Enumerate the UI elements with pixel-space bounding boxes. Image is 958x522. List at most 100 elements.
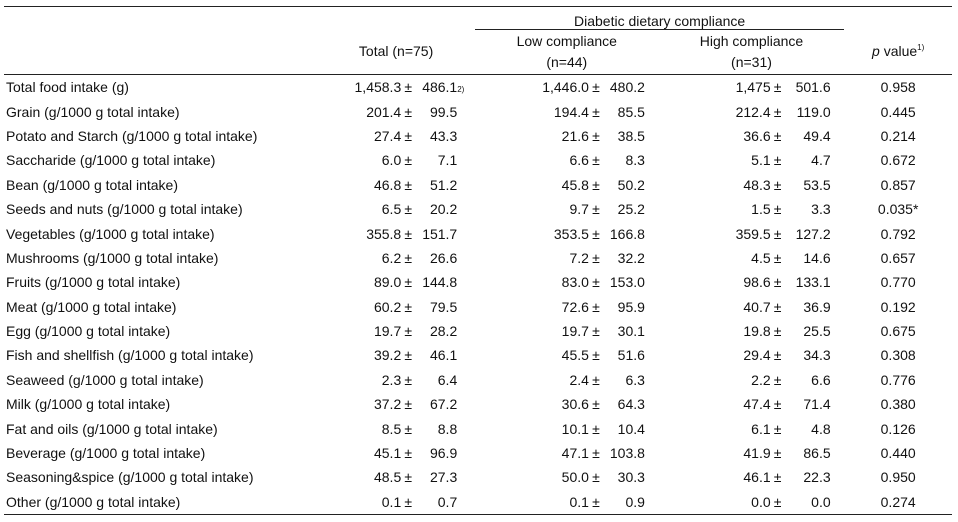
cell-total: 1,458.3 ±486.1 2) [317,75,475,100]
p-value: 0.675 [880,323,916,340]
mean-value: 72.6 [561,298,589,315]
group-header: Diabetic dietary compliance [474,6,845,30]
sd-value: 4.8 [811,420,831,437]
value-high: 40.7 ±36.9 [679,298,830,315]
value-high: 98.6 ±133.1 [679,274,830,290]
plus-minus-symbol: ± [773,79,782,96]
plus-minus-symbol: ± [404,469,413,486]
mean-value: 1,458.3 [354,79,402,96]
row-label: Grain (g/1000 g total intake) [6,103,180,120]
mean-value: 48.3 [743,176,771,193]
value-total: 2.3 ±6.4 [323,372,457,388]
header-high: High compliance (n=31) [659,30,845,75]
mean-value: 0.1 [569,493,589,510]
table-row: Meat (g/1000 g total intake) 60.2 ±79.5 72.… [4,295,952,319]
plus-minus-symbol: ± [592,323,600,340]
sd-value: 71.4 [803,396,831,413]
cell-low: 47.1 ±103.8 [475,441,659,465]
plus-minus-symbol: ± [592,225,600,242]
sd-value: 153.0 [609,274,645,291]
table-row: Milk (g/1000 g total intake) 37.2 ±67.2 30.… [4,392,952,416]
value-total: 355.8 ±151.7 [323,226,457,242]
value-total: 1,458.3 ±486.1 2) [323,79,465,96]
value-low: 72.6 ±95.9 [495,299,645,315]
cell-low: 2.4 ±6.3 [475,368,659,392]
sd-value: 0.9 [625,493,645,510]
sd-value: 7.1 [437,152,458,169]
value-total: 0.1 ±0.7 [323,494,457,510]
mean-value: 8.5 [381,420,402,437]
sd-value: 0.7 [437,493,458,510]
mean-value: 4.5 [751,249,771,266]
row-label: Potato and Starch (g/1000 g total intake… [6,127,258,144]
table-row: Fruits (g/1000 g total intake) 89.0 ±144.8… [4,270,952,294]
sd-value: 46.1 [429,347,458,364]
value-low: 1,446.0 ±480.2 [495,79,645,95]
cell-high: 5.1 ±4.7 [659,148,845,172]
value-high: 29.4 ±34.3 [679,347,831,364]
mean-value: 7.2 [569,249,589,266]
sd-value: 96.9 [429,445,458,462]
cell-high: 47.4 ±71.4 [659,392,845,416]
plus-minus-symbol: ± [592,420,600,437]
value-high: 2.2 ±6.6 [679,372,830,388]
sd-value: 8.8 [437,420,458,437]
p-value: 0.214 [880,127,916,144]
sd-value: 28.2 [429,323,458,340]
cell-low: 9.7 ±25.2 [475,197,659,221]
cell-low: 6.6 ±8.3 [475,148,659,172]
cell-total: 89.0 ±144.8 [317,270,475,294]
plus-minus-symbol: ± [404,347,413,364]
mean-value: 19.7 [561,323,589,340]
plus-minus-symbol: ± [773,420,782,437]
sd-value: 67.2 [429,396,458,413]
mean-value: 6.6 [569,152,589,169]
row-label: Milk (g/1000 g total intake) [6,396,171,413]
cell-high: 6.1 ±4.8 [659,416,845,440]
cell-total: 6.2 ±26.6 [317,246,475,270]
header-blank [844,7,952,30]
plus-minus-symbol: ± [773,176,782,193]
mean-value: 45.1 [373,445,402,462]
value-total: 60.2 ±79.5 [323,299,457,315]
value-high: 212.4 ±119.0 [679,104,831,120]
plus-minus-symbol: ± [773,323,782,340]
cell-low: 1,446.0 ±480.2 [475,75,659,100]
cell-total: 201.4 ±99.5 [317,99,475,123]
plus-minus-symbol: ± [773,445,782,462]
row-label: Mushrooms (g/1000 g total intake) [6,249,219,266]
row-label: Seaweed (g/1000 g total intake) [6,371,204,388]
plus-minus-symbol: ± [592,79,600,96]
sd-value: 34.3 [803,347,831,364]
plus-minus-symbol: ± [773,201,782,218]
value-high: 36.6 ±49.4 [679,128,830,144]
sd-value: 0.0 [811,493,831,510]
value-low: 19.7 ±30.1 [495,323,645,339]
cell-total: 0.1 ±0.7 [317,490,475,515]
plus-minus-symbol: ± [404,445,413,462]
value-low: 194.4 ±85.5 [495,104,645,120]
table-row: Other (g/1000 g total intake) 0.1 ±0.7 0.1 ±… [4,490,952,515]
cell-low: 50.0 ±30.3 [475,465,659,489]
p-value: 0.380 [880,396,916,413]
cell-high: 1.5 ±3.3 [659,197,845,221]
plus-minus-symbol: ± [592,445,600,462]
cell-high: 359.5 ±127.2 [659,221,845,245]
p-value: 0.308 [880,347,916,364]
value-high: 6.1 ±4.8 [679,420,831,437]
cell-high: 41.9 ±86.5 [659,441,845,465]
row-label: Bean (g/1000 g total intake) [6,176,179,193]
mean-value: 40.7 [743,298,771,315]
cell-low: 30.6 ±64.3 [475,392,659,416]
mean-value: 37.2 [373,396,402,413]
header-high-line2: (n=31) [731,54,772,70]
value-low: 6.6 ±8.3 [495,152,644,169]
mean-value: 89.0 [373,274,402,291]
cell-low: 0.1 ±0.9 [475,490,659,515]
sd-value: 22.3 [803,469,831,486]
plus-minus-symbol: ± [404,371,413,388]
sd-value: 10.4 [617,420,645,437]
value-high: 5.1 ±4.7 [679,152,830,168]
header-low-line1: Low compliance [516,33,617,49]
plus-minus-symbol: ± [404,176,413,193]
